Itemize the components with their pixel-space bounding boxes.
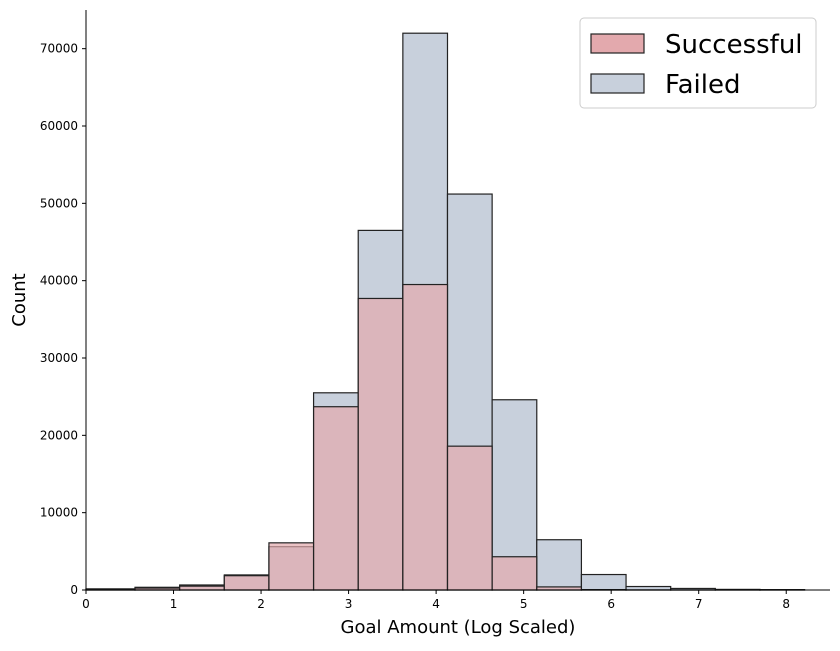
legend-swatch-successful [591,34,644,53]
x-tick-label: 2 [257,597,265,611]
y-tick-label: 10000 [40,506,78,520]
y-tick-label: 70000 [40,42,78,56]
y-tick-label: 0 [70,583,78,597]
y-tick-label: 40000 [40,274,78,288]
y-tick-label: 60000 [40,119,78,133]
x-tick-label: 3 [345,597,353,611]
successful-bar-5 [314,407,359,590]
failed-bar-11 [581,575,626,590]
x-tick-label: 8 [782,597,790,611]
successful-bar-6 [358,298,403,590]
y-ticks: 0 10000 20000 30000 40000 50000 60000 70000 [40,42,86,597]
successful-bar-4 [269,543,314,590]
x-tick-label: 0 [82,597,90,611]
legend: Successful Failed [580,18,816,108]
x-tick-label: 5 [520,597,528,611]
x-tick-label: 4 [432,597,440,611]
successful-bar-7 [403,285,448,590]
y-axis-label: Count [9,273,30,326]
y-tick-label: 20000 [40,428,78,442]
y-tick-label: 30000 [40,351,78,365]
successful-bar-3 [224,576,269,590]
x-ticks: 0 1 2 3 4 5 6 7 8 [82,590,790,611]
x-tick-label: 1 [170,597,178,611]
x-tick-label: 6 [607,597,615,611]
y-tick-label: 50000 [40,196,78,210]
successful-bar-2 [180,586,225,590]
legend-label-successful: Successful [665,30,803,60]
successful-bar-9 [492,557,537,590]
x-axis-label: Goal Amount (Log Scaled) [341,617,576,638]
successful-bar-8 [447,446,492,590]
legend-swatch-failed [591,74,644,93]
legend-label-failed: Failed [665,70,740,100]
successful-bars [86,285,805,590]
failed-bar-10 [537,540,582,590]
x-tick-label: 7 [695,597,703,611]
